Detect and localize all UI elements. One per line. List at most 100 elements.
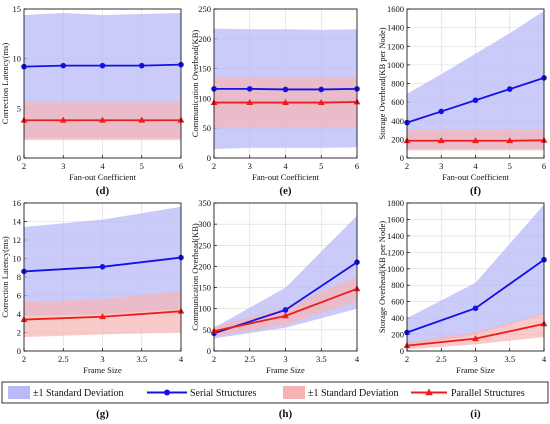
y-tick-label: 0	[400, 346, 404, 356]
data-point-parallel	[472, 137, 479, 144]
x-tick-label: 3.5	[504, 354, 515, 364]
x-tick-label: 6	[355, 161, 359, 171]
y-axis-title: Communication Overhead(KB)	[190, 30, 200, 138]
x-tick-label: 2	[212, 354, 216, 364]
std-band-serial	[24, 206, 181, 316]
y-tick-label: 2	[17, 328, 21, 338]
x-axis-title: Fan-out Coefficient	[69, 172, 136, 182]
legend-box	[1, 381, 549, 404]
y-tick-label: 200	[391, 330, 404, 340]
y-tick-label: 14	[13, 217, 22, 227]
data-point-serial	[438, 108, 445, 115]
y-tick-label: 50	[203, 325, 212, 335]
y-tick-label: 0	[400, 153, 404, 163]
y-tick-label: 300	[198, 219, 211, 229]
data-point-serial	[99, 264, 106, 270]
y-tick-label: 1000	[387, 264, 404, 274]
x-tick-label: 3	[439, 161, 443, 171]
std-band-parallel	[407, 313, 544, 350]
y-tick-label: 10	[13, 54, 22, 64]
legend-parallel-marker	[425, 388, 433, 396]
x-tick-label: 3.5	[316, 354, 327, 364]
x-axis-title: Frame Size	[266, 365, 305, 375]
y-tick-label: 50	[203, 123, 212, 133]
legend: ±1 Standard Deviation Serial Structures ±1…	[1, 381, 549, 404]
y-tick-label: 400	[391, 116, 404, 126]
y-tick-label: 0	[17, 346, 21, 356]
x-tick-label: 2.5	[436, 354, 447, 364]
y-tick-label: 1200	[387, 247, 404, 257]
chart-panel-f: 0 200 400 600 800 1000 1200 1400 1600 2 3 4 5 6 Fan-ou…	[377, 4, 548, 197]
x-tick-label: 3.5	[136, 354, 147, 364]
y-tick-label: 200	[198, 34, 211, 44]
legend-serial-band-swatch	[8, 386, 30, 399]
data-point-parallel	[317, 98, 325, 105]
y-tick-label: 1600	[387, 4, 404, 14]
data-point-parallel	[282, 312, 289, 319]
plot-frame	[406, 202, 545, 352]
y-tick-label: 15	[13, 4, 22, 14]
x-tick-label: 2	[405, 161, 409, 171]
data-point-serial	[60, 62, 67, 69]
y-tick-label: 0	[207, 346, 211, 356]
plot-frame	[23, 8, 182, 159]
plot-frame	[23, 202, 182, 352]
data-point-serial	[282, 86, 289, 93]
y-tick-label: 600	[391, 297, 404, 307]
y-tick-label: 1600	[387, 214, 404, 224]
panel-label: (f)	[470, 185, 481, 197]
x-tick-label: 2.5	[58, 354, 69, 364]
x-tick-label: 3	[100, 354, 104, 364]
y-tick-label: 1400	[387, 231, 404, 241]
data-point-serial	[282, 307, 289, 313]
x-axis-title: Fan-out Coefficient	[442, 172, 509, 182]
y-tick-label: 250	[198, 4, 211, 14]
x-axis-title: Fan-out Coefficient	[252, 172, 319, 182]
x-tick-label: 5	[319, 161, 323, 171]
data-point-serial	[506, 86, 513, 92]
data-point-parallel	[59, 116, 67, 123]
y-tick-label: 150	[198, 64, 211, 74]
y-tick-label: 5	[17, 103, 21, 113]
legend-parallel-band-swatch	[283, 386, 305, 399]
x-tick-label: 2.5	[244, 354, 255, 364]
data-point-parallel	[246, 98, 254, 105]
x-axis-title: Frame Size	[83, 365, 122, 375]
chart-panel-h: 0 50 100 150 200 250 300 350 2 2.5 3 3.5 4 Frame Size…	[190, 198, 361, 420]
legend-serial-band-label: ±1 Standard Deviation	[33, 388, 123, 399]
x-axis-title: Frame Size	[456, 365, 495, 375]
x-tick-label: 4	[542, 354, 547, 364]
y-tick-label: 600	[391, 97, 404, 107]
x-tick-label: 4	[473, 161, 478, 171]
data-point-parallel	[99, 313, 106, 320]
data-point-serial	[472, 97, 479, 104]
x-tick-label: 2	[212, 161, 216, 171]
y-tick-label: 16	[13, 198, 22, 208]
data-point-parallel	[99, 116, 106, 123]
x-tick-label: 3	[248, 161, 252, 171]
legend-parallel-band-label: ±1 Standard Deviation	[308, 388, 398, 399]
y-axis-title: Storage Overhead(KB per Node)	[377, 221, 387, 333]
panel-label: (g)	[96, 408, 109, 420]
data-point-parallel	[282, 98, 289, 105]
y-tick-label: 1400	[387, 23, 404, 33]
plot-frame	[213, 8, 358, 159]
y-axis-title: Communication Overhead(KB)	[190, 223, 200, 331]
x-tick-label: 6	[542, 161, 546, 171]
x-tick-label: 2	[22, 354, 26, 364]
panel-label: (i)	[470, 408, 481, 420]
data-point-parallel	[437, 137, 445, 144]
chart-panel-d: 0 5 10 15 2 3 4 5 6 Fan-out Coefficient Correction…	[0, 4, 185, 197]
x-tick-label: 3	[473, 354, 477, 364]
y-tick-label: 10	[13, 254, 22, 264]
x-tick-label: 4	[355, 354, 360, 364]
x-tick-label: 5	[508, 161, 512, 171]
data-point-parallel	[472, 335, 479, 342]
y-tick-label: 100	[198, 93, 211, 103]
y-tick-label: 0	[207, 153, 211, 163]
panel-label: (h)	[279, 408, 293, 420]
x-tick-label: 4	[283, 161, 288, 171]
legend-serial-marker	[164, 389, 170, 396]
legend-serial-label: Serial Structures	[190, 388, 256, 399]
plot-frame	[213, 202, 358, 352]
